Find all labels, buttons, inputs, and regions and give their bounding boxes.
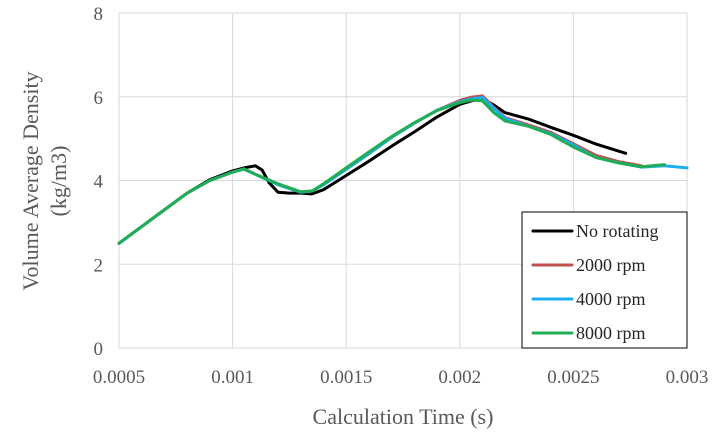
series-line-8000-rpm (117, 98, 666, 245)
y-axis-ticks: 0 2 4 6 8 (94, 4, 104, 360)
x-tick-label: 0.001 (211, 367, 254, 388)
legend-box (521, 211, 688, 349)
y-axis-title-line-2: (kg/m3) (46, 146, 71, 217)
x-tick-label: 0.0025 (547, 367, 599, 388)
legend: No rotating 2000 rpm 4000 rpm 8000 rpm (521, 211, 688, 349)
y-tick-label: 6 (94, 88, 104, 109)
x-tick-label: 0.003 (666, 367, 709, 388)
y-tick-label: 8 (94, 4, 104, 25)
plot-area (118, 12, 688, 349)
legend-label: No rotating (576, 221, 659, 241)
y-tick-label: 0 (94, 339, 104, 360)
legend-label: 8000 rpm (576, 323, 646, 343)
y-axis-title: Volume Average Density (kg/m3) (18, 71, 71, 290)
legend-items: No rotating 2000 rpm 4000 rpm 8000 rpm (531, 221, 659, 343)
x-tick-label: 0.0005 (93, 367, 145, 388)
y-axis-title-line-1: Volume Average Density (18, 71, 43, 290)
x-axis-title: Calculation Time (s) (313, 404, 494, 429)
x-tick-label: 0.002 (438, 367, 481, 388)
legend-label: 2000 rpm (576, 255, 646, 275)
y-tick-label: 4 (94, 172, 104, 193)
series-group (117, 94, 689, 245)
x-axis-ticks: 0.0005 0.001 0.0015 0.002 0.0025 0.003 (93, 367, 709, 388)
x-tick-label: 0.0015 (320, 367, 372, 388)
y-tick-label: 2 (94, 255, 104, 276)
legend-label: 4000 rpm (576, 289, 646, 309)
